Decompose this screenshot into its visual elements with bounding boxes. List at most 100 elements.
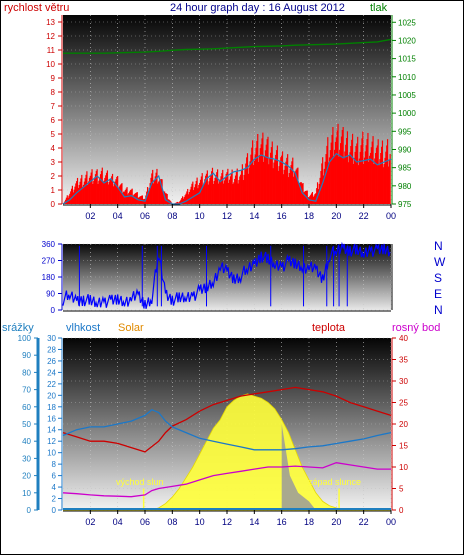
direction-tick-label: 360	[42, 240, 56, 249]
wind-left-tick-label: 7	[51, 102, 56, 111]
wind-left-tick-label: 3	[51, 158, 56, 167]
humidity-label: vlhkost	[66, 322, 100, 334]
temperature-right-tick-label: 20	[399, 420, 408, 429]
rain-tick-label: 50	[22, 420, 31, 429]
wind-x-tick-label: 20	[331, 211, 341, 221]
pressure-right-tick-label: 1020	[398, 36, 416, 45]
humidity-tick-label: 12	[47, 437, 56, 446]
rain-tick-label: 90	[22, 351, 31, 360]
wind-x-tick-label: 16	[277, 211, 287, 221]
temperature-label: teplota	[312, 322, 346, 334]
rain-label: srážky	[2, 322, 34, 334]
humidity-tick-label: 30	[47, 334, 56, 343]
humidity-tick-label: 20	[47, 391, 56, 400]
wind-x-tick-label: 04	[113, 211, 123, 221]
humidity-tick-label: 0	[52, 506, 57, 515]
compass-letter-n-top: N	[434, 239, 443, 253]
dew-point-line	[62, 462, 391, 498]
direction-tick-label: 180	[42, 273, 56, 282]
wind-left-tick-label: 5	[51, 130, 56, 139]
wind-average-line	[62, 152, 392, 205]
humidity-line	[62, 408, 392, 451]
rain-tick-label: 0	[27, 506, 32, 515]
temperature-right-tick-label: 30	[399, 377, 408, 386]
pressure-right-tick-label: 1025	[398, 18, 416, 27]
temperature-right-tick-label: 25	[399, 399, 408, 408]
humidity-tick-label: 6	[52, 472, 57, 481]
data-layer	[62, 38, 392, 511]
rain-tick-label: 70	[22, 386, 31, 395]
temperature-x-tick-label: 06	[140, 517, 150, 527]
sunrise-annotation: východ slun	[116, 477, 164, 487]
sunset-annotation: západ slunce	[308, 477, 361, 487]
rain-tick-label: 10	[22, 489, 31, 498]
temperature-x-tick-label: 20	[331, 517, 341, 527]
wind-left-tick-label: 10	[46, 60, 55, 69]
temperature-x-tick-label: 12	[222, 517, 232, 527]
temperature-right-tick-label: 0	[399, 506, 404, 515]
compass-letter-s: S	[434, 271, 442, 285]
temperature-x-tick-label: 00	[386, 517, 396, 527]
pressure-right-tick-label: 1015	[398, 55, 416, 64]
humidity-tick-label: 16	[47, 414, 56, 423]
temperature-right-tick-label: 40	[399, 334, 408, 343]
pressure-right-tick-label: 980	[398, 182, 412, 191]
wind-left-tick-label: 1	[51, 186, 56, 195]
temperature-x-tick-label: 18	[304, 517, 314, 527]
compass-letter-w: W	[434, 255, 446, 269]
humidity-tick-label: 28	[47, 345, 56, 354]
temperature-x-tick-label: 16	[277, 517, 287, 527]
pressure-right-tick-label: 990	[398, 145, 412, 154]
temperature-x-tick-label: 10	[195, 517, 205, 527]
rain-tick-label: 100	[18, 334, 32, 343]
wind-x-tick-label: 02	[85, 211, 95, 221]
direction-tick-label: 0	[51, 306, 56, 315]
rain-tick-label: 60	[22, 403, 31, 412]
humidity-tick-label: 18	[47, 403, 56, 412]
pressure-label: tlak	[370, 2, 388, 14]
direction-tick-label: 270	[42, 257, 56, 266]
humidity-tick-label: 4	[52, 483, 57, 492]
temperature-right-tick-label: 35	[399, 356, 408, 365]
humidity-tick-label: 8	[52, 460, 57, 469]
wind-left-tick-label: 6	[51, 116, 56, 125]
humidity-tick-label: 10	[47, 449, 56, 458]
wind-x-tick-label: 00	[386, 211, 396, 221]
rain-tick-label: 30	[22, 454, 31, 463]
wind-x-tick-label: 12	[222, 211, 232, 221]
solar-cloud-area	[281, 424, 316, 510]
compass-letter-e: E	[434, 287, 442, 301]
pressure-line	[63, 38, 392, 54]
wind-left-tick-label: 9	[51, 74, 56, 83]
wind-x-tick-label: 14	[249, 211, 259, 221]
rain-tick-label: 40	[22, 437, 31, 446]
wind-left-tick-label: 0	[51, 200, 56, 209]
temperature-x-tick-label: 02	[85, 517, 95, 527]
direction-tick-label: 90	[46, 290, 55, 299]
humidity-tick-label: 2	[52, 495, 57, 504]
humidity-tick-label: 26	[47, 357, 56, 366]
temperature-right-tick-label: 5	[399, 485, 404, 494]
pressure-right-tick-label: 985	[398, 164, 412, 173]
wind-x-tick-label: 10	[195, 211, 205, 221]
humidity-tick-label: 14	[47, 426, 56, 435]
wind-x-tick-label: 06	[140, 211, 150, 221]
chart-title: 24 hour graph day : 16 August 2012	[170, 2, 345, 14]
temperature-x-tick-label: 14	[249, 517, 259, 527]
wind-left-tick-label: 13	[46, 18, 55, 27]
humidity-tick-label: 24	[47, 368, 56, 377]
axis-layer: 0123456789101112139759809859909951000100…	[18, 15, 416, 527]
wind-x-tick-label: 18	[304, 211, 314, 221]
temperature-x-tick-label: 04	[113, 517, 123, 527]
dew-point-label: rosný bod	[392, 322, 440, 334]
temperature-x-tick-label: 08	[167, 517, 177, 527]
pressure-right-tick-label: 975	[398, 200, 412, 209]
compass-letter-n-bottom: N	[434, 303, 443, 317]
wind-speed-label: rychlost větru	[4, 2, 69, 14]
wind-left-tick-label: 12	[46, 32, 55, 41]
wind-left-tick-label: 8	[51, 88, 56, 97]
temperature-right-tick-label: 15	[399, 442, 408, 451]
pressure-right-tick-label: 1000	[398, 109, 416, 118]
temperature-right-tick-label: 10	[399, 463, 408, 472]
